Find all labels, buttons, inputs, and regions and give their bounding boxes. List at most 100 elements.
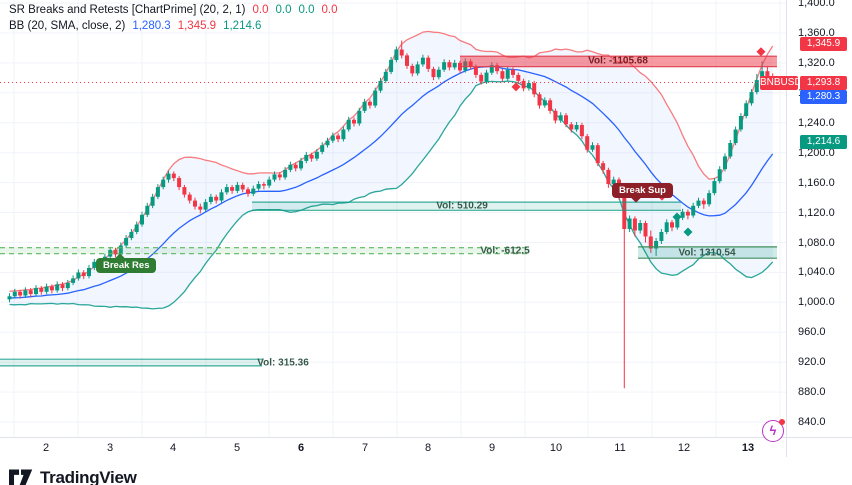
- tradingview-logo[interactable]: TradingView: [9, 466, 137, 485]
- candle-body: [23, 290, 28, 296]
- candle-body: [28, 290, 33, 294]
- zone-label-support-box-1310: Vol: 1310.54: [678, 247, 736, 259]
- legend-sr-row[interactable]: SR Breaks and Retests [ChartPrime] (20, …: [9, 2, 337, 18]
- candle-body: [473, 66, 478, 75]
- candle-body: [246, 189, 250, 194]
- price-axis-label: 1,400.0: [798, 0, 835, 10]
- candle-body: [288, 164, 293, 170]
- candle-body: [129, 232, 134, 238]
- candle-body: [39, 288, 44, 292]
- zone-fill-resistance-box: [460, 56, 777, 67]
- candle-body: [267, 179, 272, 186]
- candle-body: [251, 188, 256, 194]
- zone-fill-support-zone-315: [0, 359, 262, 366]
- boost-icon[interactable]: ϟ: [762, 419, 785, 442]
- candle-body: [532, 83, 537, 95]
- candle-body: [277, 174, 282, 178]
- candle-body: [65, 282, 70, 289]
- candle-body: [521, 80, 526, 89]
- candle-body: [574, 125, 579, 130]
- candle-body: [717, 169, 722, 182]
- candle-body: [436, 69, 441, 78]
- legend-bb-row[interactable]: BB (20, SMA, close, 2) 1,280.3 1,345.9 1,21…: [9, 18, 337, 34]
- zone-label-resistance-box: Vol: -1105.68: [588, 55, 648, 67]
- candle-body: [511, 69, 515, 75]
- time-axis-label: 10: [549, 442, 563, 454]
- candle-body: [399, 49, 404, 56]
- attribution-footer: TradingView: [0, 457, 852, 485]
- candle-body: [76, 272, 81, 279]
- break-res-label: Break Res: [96, 258, 157, 273]
- candle-body: [420, 57, 425, 65]
- candle-body: [81, 272, 86, 277]
- candle-body: [426, 57, 431, 69]
- candle-body: [516, 74, 521, 81]
- bb-indicator-title: BB (20, SMA, close, 2): [9, 20, 126, 32]
- candle-body: [293, 164, 298, 169]
- candle-body: [383, 71, 388, 81]
- sr-indicator-title: SR Breaks and Retests [ChartPrime] (20, …: [9, 4, 246, 16]
- candle-body: [357, 110, 362, 124]
- candle-body: [595, 145, 600, 164]
- lightning-icon: ϟ: [769, 423, 777, 438]
- bb-basis-value: 1,280.3: [132, 20, 171, 32]
- candle-body: [367, 101, 372, 106]
- candle-body: [378, 80, 383, 91]
- candle-body: [309, 154, 314, 159]
- candle-body: [680, 211, 685, 218]
- candle-body: [346, 119, 351, 130]
- zone-label-support-zone-315: Vol: 315.36: [257, 357, 309, 368]
- candle-body: [659, 232, 664, 241]
- chart-pane[interactable]: [0, 0, 852, 457]
- candle-body: [256, 184, 261, 189]
- candle-body: [394, 49, 399, 60]
- candle-body: [150, 196, 155, 206]
- break-diamond-marker: [756, 47, 766, 57]
- candle-body: [569, 124, 574, 130]
- bb-basis-price-badge: 1,280.3: [800, 90, 847, 104]
- candle-body: [171, 173, 176, 179]
- candle-body: [452, 62, 457, 68]
- candle-body: [685, 211, 690, 216]
- candle-body: [166, 173, 171, 180]
- candle-body: [484, 72, 489, 82]
- time-axis[interactable]: [0, 437, 786, 457]
- candle-body: [389, 59, 394, 72]
- price-axis-label: 1,200.0: [798, 146, 835, 159]
- price-axis-label: 1,320.0: [798, 56, 835, 69]
- tradingview-logo-icon: [9, 469, 33, 485]
- price-axis-label: 840.0: [798, 416, 826, 428]
- upper-band-price-badge: 1,345.9: [800, 37, 847, 51]
- candle-body: [330, 135, 335, 141]
- candle-body: [675, 217, 680, 228]
- time-axis-label: 3: [106, 442, 114, 454]
- price-axis-label: 1,040.0: [798, 266, 835, 279]
- time-axis-label: 2: [42, 442, 50, 454]
- candle-body: [579, 125, 584, 137]
- price-axis-label: 920.0: [798, 356, 826, 369]
- candle-body: [198, 206, 203, 210]
- time-axis-border: [0, 437, 852, 438]
- candle-body: [738, 116, 743, 130]
- candle-body: [431, 68, 436, 78]
- lower-band-price-badge: 1,214.6: [800, 135, 847, 149]
- candle-body: [744, 103, 749, 116]
- time-axis-label: 8: [424, 442, 432, 454]
- candle-body: [373, 90, 378, 106]
- zone-fill-support-zone-510: [252, 202, 681, 211]
- price-axis-label: 1,120.0: [798, 206, 835, 219]
- candle-body: [691, 205, 696, 216]
- candle-body: [272, 174, 277, 180]
- candle-body: [314, 151, 319, 159]
- candle-body: [558, 115, 563, 121]
- candle-body: [701, 200, 706, 205]
- candle-body: [134, 224, 139, 232]
- candle-body: [193, 200, 197, 207]
- candle-body: [447, 62, 452, 68]
- candle-body: [261, 184, 266, 186]
- time-axis-label: 7: [361, 442, 369, 454]
- candle-body: [182, 187, 187, 195]
- bb-lower-value: 1,214.6: [223, 20, 262, 32]
- candle-body: [203, 202, 208, 210]
